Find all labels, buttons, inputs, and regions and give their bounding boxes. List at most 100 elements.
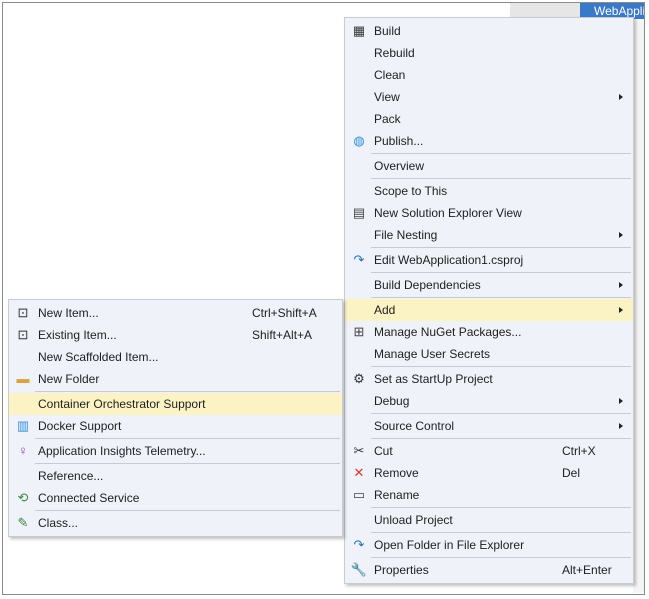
menu-item-existing-item[interactable]: ⊡ Existing Item... Shift+Alt+A bbox=[9, 324, 342, 346]
menu-separator bbox=[9, 509, 342, 512]
redo-arrow-icon: ↷ bbox=[353, 537, 365, 552]
menu-separator bbox=[345, 152, 633, 155]
menu-item-unload-project[interactable]: Unload Project bbox=[345, 509, 633, 531]
menu-item-label: Overview bbox=[374, 159, 425, 173]
menu-item-add[interactable]: Add bbox=[345, 299, 633, 321]
menu-item-scope-to-this[interactable]: Scope to This bbox=[345, 180, 633, 202]
menu-item-label: Add bbox=[374, 303, 396, 317]
menu-item-label: Remove bbox=[374, 466, 419, 480]
menu-item-label: Manage User Secrets bbox=[374, 347, 491, 361]
menu-item-label: Rename bbox=[374, 488, 420, 502]
wrench-icon: 🔧 bbox=[350, 562, 368, 577]
menu-item-label: Application Insights Telemetry... bbox=[38, 444, 206, 458]
menu-item-label: Manage NuGet Packages... bbox=[374, 325, 522, 339]
existing-item-icon: ⊡ bbox=[17, 327, 29, 342]
menu-separator bbox=[345, 506, 633, 509]
menu-item-label: Unload Project bbox=[374, 513, 453, 527]
menu-item-open-folder-in-file-explorer[interactable]: ↷ Open Folder in File Explorer bbox=[345, 534, 633, 556]
menu-item-overview[interactable]: Overview bbox=[345, 155, 633, 177]
menu-item-set-as-startup-project[interactable]: ⚙ Set as StartUp Project bbox=[345, 368, 633, 390]
menu-item-label: View bbox=[374, 90, 400, 104]
menu-item-label: Scope to This bbox=[374, 184, 448, 198]
menu-item-label: Cut bbox=[374, 444, 393, 458]
nuget-package-icon: ⊞ bbox=[353, 324, 365, 339]
menu-separator bbox=[345, 246, 633, 249]
submenu-arrow-icon bbox=[619, 282, 623, 288]
menu-item-clean[interactable]: Clean bbox=[345, 64, 633, 86]
build-icon: ▦ bbox=[352, 23, 366, 38]
menu-separator bbox=[9, 390, 342, 393]
menu-item-label: Edit WebApplication1.csproj bbox=[374, 253, 524, 267]
menu-item-rebuild[interactable]: Rebuild bbox=[345, 42, 633, 64]
menu-separator bbox=[345, 412, 633, 415]
solution-explorer-strip bbox=[633, 3, 644, 593]
menu-item-label: Debug bbox=[374, 394, 410, 408]
menu-separator bbox=[345, 365, 633, 368]
menu-item-build-dependencies[interactable]: Build Dependencies bbox=[345, 274, 633, 296]
menu-item-label: New Item... bbox=[38, 306, 99, 320]
menu-item-label: New Solution Explorer View bbox=[374, 206, 522, 220]
menu-separator bbox=[9, 437, 342, 440]
menu-separator bbox=[345, 556, 633, 559]
menu-separator bbox=[345, 177, 633, 180]
menu-item-new-item[interactable]: ⊡ New Item... Ctrl+Shift+A bbox=[9, 302, 342, 324]
submenu-arrow-icon bbox=[619, 232, 623, 238]
menu-item-edit-webapplication1-csproj[interactable]: ↷ Edit WebApplication1.csproj bbox=[345, 249, 633, 271]
menu-item-rename[interactable]: ▭ Rename bbox=[345, 484, 633, 506]
menu-item-container-orchestrator-support[interactable]: Container Orchestrator Support bbox=[9, 393, 342, 415]
submenu-arrow-icon bbox=[619, 423, 623, 429]
menu-item-cut[interactable]: ✂ Cut Ctrl+X bbox=[345, 440, 633, 462]
menu-separator bbox=[345, 531, 633, 534]
menu-item-label: Publish... bbox=[374, 134, 424, 148]
menu-item-label: Existing Item... bbox=[38, 328, 117, 342]
menu-item-publish[interactable]: ◍ Publish... bbox=[345, 130, 633, 152]
menu-separator bbox=[345, 437, 633, 440]
menu-item-connected-service[interactable]: ⟲ Connected Service bbox=[9, 487, 342, 509]
new-window-icon: ▤ bbox=[352, 205, 366, 220]
shortcut-label: Alt+Enter bbox=[562, 563, 612, 577]
menu-item-class[interactable]: ✎ Class... bbox=[9, 512, 342, 534]
menu-item-reference[interactable]: Reference... bbox=[9, 465, 342, 487]
menu-item-manage-user-secrets[interactable]: Manage User Secrets bbox=[345, 343, 633, 365]
menu-item-label: Build Dependencies bbox=[374, 278, 481, 292]
menu-item-debug[interactable]: Debug bbox=[345, 390, 633, 412]
menu-item-label: Clean bbox=[374, 68, 406, 82]
menu-item-label: Build bbox=[374, 24, 401, 38]
menu-item-label: Container Orchestrator Support bbox=[38, 397, 206, 411]
menu-item-docker-support[interactable]: ▥ Docker Support bbox=[9, 415, 342, 437]
menu-separator bbox=[9, 462, 342, 465]
project-node[interactable]: WebApplic bbox=[580, 3, 644, 19]
menu-item-label: Open Folder in File Explorer bbox=[374, 538, 525, 552]
menu-item-label: Set as StartUp Project bbox=[374, 372, 493, 386]
menu-item-build[interactable]: ▦ Build bbox=[345, 20, 633, 42]
new-item-icon: ⊡ bbox=[17, 305, 29, 320]
menu-item-file-nesting[interactable]: File Nesting bbox=[345, 224, 633, 246]
redo-arrow-icon: ↷ bbox=[353, 252, 365, 267]
menu-item-manage-nuget-packages[interactable]: ⊞ Manage NuGet Packages... bbox=[345, 321, 633, 343]
globe-publish-icon: ◍ bbox=[353, 133, 365, 148]
menu-item-label: Source Control bbox=[374, 419, 455, 433]
menu-item-new-scaffolded-item[interactable]: New Scaffolded Item... bbox=[9, 346, 342, 368]
add-submenu: ⊡ New Item... Ctrl+Shift+A ⊡ Existing Item..… bbox=[8, 299, 343, 537]
menu-item-properties[interactable]: 🔧 Properties Alt+Enter bbox=[345, 559, 633, 581]
menu-item-pack[interactable]: Pack bbox=[345, 108, 633, 130]
menu-item-label: Connected Service bbox=[38, 491, 140, 505]
new-folder-icon: ▬ bbox=[16, 371, 30, 386]
menu-item-source-control[interactable]: Source Control bbox=[345, 415, 633, 437]
lightbulb-icon: ♀ bbox=[18, 443, 28, 458]
rename-icon: ▭ bbox=[352, 487, 366, 502]
menu-item-label: New Folder bbox=[38, 372, 100, 386]
menu-item-label: New Scaffolded Item... bbox=[38, 350, 159, 364]
menu-item-new-solution-explorer-view[interactable]: ▤ New Solution Explorer View bbox=[345, 202, 633, 224]
menu-item-view[interactable]: View bbox=[345, 86, 633, 108]
red-x-icon: ✕ bbox=[353, 465, 365, 480]
shortcut-label: Del bbox=[562, 466, 581, 480]
submenu-arrow-icon bbox=[619, 307, 623, 313]
menu-separator bbox=[345, 271, 633, 274]
menu-item-label: Rebuild bbox=[374, 46, 415, 60]
menu-item-remove[interactable]: ✕ Remove Del bbox=[345, 462, 633, 484]
menu-item-new-folder[interactable]: ▬ New Folder bbox=[9, 368, 342, 390]
menu-separator bbox=[345, 296, 633, 299]
menu-item-application-insights-telemetry[interactable]: ♀ Application Insights Telemetry... bbox=[9, 440, 342, 462]
submenu-arrow-icon bbox=[619, 94, 623, 100]
